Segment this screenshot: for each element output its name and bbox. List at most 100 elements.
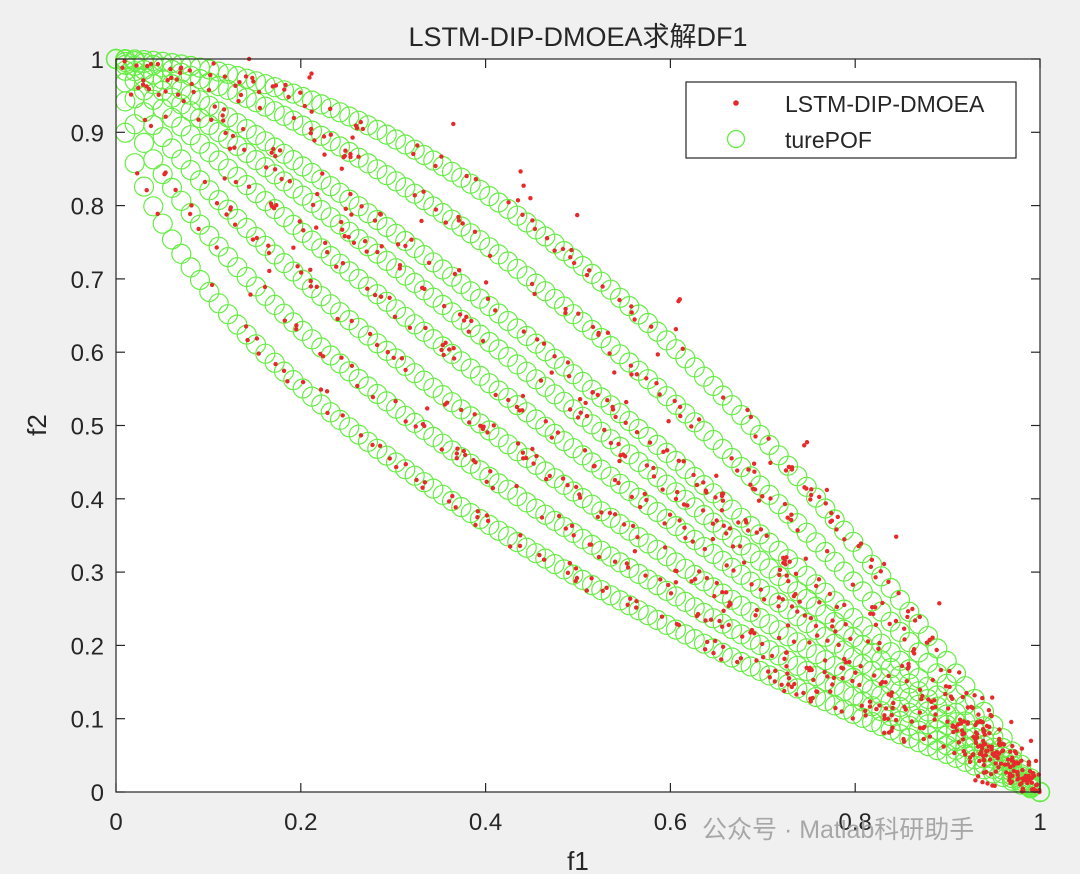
lstm-point (346, 234, 351, 240)
lstm-point (789, 604, 795, 609)
lstm-point (277, 148, 283, 153)
lstm-point (902, 637, 907, 642)
lstm-point (163, 170, 168, 175)
lstm-point (696, 417, 702, 422)
lstm-point (612, 559, 618, 564)
true-pof-point (507, 531, 528, 553)
lstm-point (987, 757, 993, 762)
lstm-point (842, 537, 847, 542)
lstm-point (271, 146, 276, 152)
lstm-point (439, 154, 444, 159)
lstm-point (691, 472, 696, 478)
lstm-point (815, 633, 820, 638)
lstm-point (493, 392, 498, 398)
lstm-point (629, 372, 634, 377)
lstm-point (177, 70, 183, 76)
lstm-point (746, 528, 751, 533)
lstm-point (873, 575, 878, 580)
lstm-point (807, 665, 813, 671)
lstm-point (441, 352, 446, 358)
lstm-point (738, 656, 744, 661)
lstm-point (491, 423, 496, 428)
lstm-point (264, 165, 269, 170)
lstm-point (446, 499, 452, 504)
lstm-point (632, 549, 638, 554)
lstm-point (414, 477, 419, 483)
true-pof-point (619, 595, 640, 616)
lstm-point (839, 709, 844, 714)
lstm-point (872, 673, 877, 678)
lstm-point (266, 243, 271, 248)
lstm-point (677, 404, 683, 410)
lstm-point (677, 297, 682, 302)
lstm-point (782, 656, 787, 661)
true-pof-point (395, 134, 416, 155)
lstm-point (173, 187, 178, 193)
lstm-point (984, 769, 989, 775)
lstm-point (876, 646, 881, 651)
lstm-point (989, 747, 994, 752)
lstm-point (783, 468, 789, 473)
lstm-point (221, 107, 227, 112)
true-pof-point (329, 102, 351, 123)
lstm-point (789, 684, 794, 690)
lstm-point (308, 278, 313, 284)
lstm-point (328, 132, 333, 137)
lstm-point (683, 535, 688, 541)
lstm-point (196, 226, 201, 232)
lstm-point (625, 602, 630, 607)
lstm-point (629, 494, 634, 500)
lstm-point (906, 661, 911, 667)
lstm-point (977, 758, 982, 764)
lstm-point (740, 634, 745, 639)
lstm-point (340, 261, 346, 266)
lstm-point (340, 413, 345, 418)
lstm-point (565, 360, 571, 365)
lstm-point (644, 463, 650, 468)
lstm-point (324, 389, 330, 394)
lstm-point (136, 85, 141, 91)
lstm-point (964, 690, 969, 696)
lstm-point (273, 361, 278, 367)
lstm-point (419, 218, 424, 224)
lstm-point (233, 83, 238, 89)
lstm-point (221, 118, 226, 123)
lstm-point (700, 508, 706, 513)
lstm-point (342, 234, 347, 239)
lstm-point (911, 649, 916, 654)
true-pof-point (385, 129, 407, 150)
y-tick-label: 0 (91, 780, 104, 807)
lstm-point (538, 378, 544, 383)
lstm-point (387, 456, 392, 461)
lstm-point (1005, 757, 1011, 762)
lstm-point (834, 604, 840, 610)
lstm-point (372, 292, 378, 298)
lstm-point (842, 602, 847, 608)
lstm-point (1019, 758, 1024, 763)
lstm-point (506, 200, 511, 205)
lstm-point (529, 281, 535, 287)
lstm-point (387, 295, 392, 300)
lstm-point (635, 535, 640, 540)
lstm-point (651, 474, 657, 479)
lstm-point (672, 398, 677, 404)
lstm-point (1008, 764, 1013, 770)
true-pof-point (675, 591, 696, 613)
lstm-point (584, 588, 589, 593)
lstm-point (847, 659, 852, 665)
lstm-point (472, 412, 477, 417)
lstm-point (987, 724, 992, 730)
lstm-point (350, 135, 355, 140)
lstm-point (880, 600, 885, 606)
lstm-point (850, 678, 855, 684)
lstm-point (933, 712, 938, 717)
lstm-point (473, 460, 478, 465)
lstm-point (853, 670, 858, 675)
true-pof-point (143, 149, 164, 170)
lstm-point (206, 87, 212, 93)
lstm-point (616, 441, 621, 447)
y-tick-label: 0.8 (71, 194, 104, 221)
lstm-point (961, 719, 967, 724)
lstm-point (843, 660, 849, 665)
lstm-point (282, 87, 287, 92)
